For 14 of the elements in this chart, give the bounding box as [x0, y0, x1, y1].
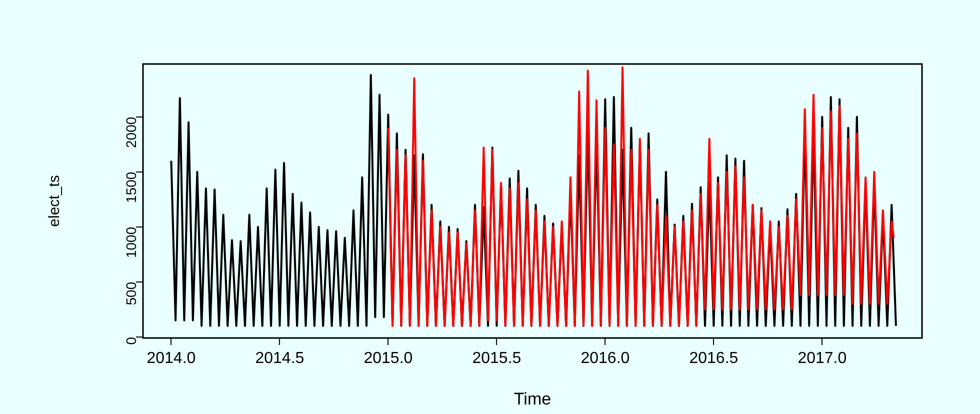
y-tick-label: 500 — [122, 282, 139, 306]
y-tick-label: 2000 — [122, 116, 139, 148]
x-tick-label: 2014.5 — [255, 350, 304, 368]
x-tick-label: 2017.0 — [798, 350, 847, 368]
y-axis-title: elect_ts — [46, 175, 64, 227]
y-tick-label: 1000 — [122, 226, 139, 258]
x-tick-label: 2015.5 — [472, 350, 522, 368]
x-tick-label: 2014.0 — [146, 350, 196, 368]
x-tick-label: 2015.0 — [364, 350, 413, 368]
x-axis-title: Time — [514, 389, 552, 408]
x-tick-label: 2016.5 — [689, 350, 738, 368]
x-tick-label: 2016.0 — [580, 350, 630, 368]
y-tick-label: 1500 — [122, 172, 139, 203]
y-tick-label: 0 — [122, 336, 139, 345]
